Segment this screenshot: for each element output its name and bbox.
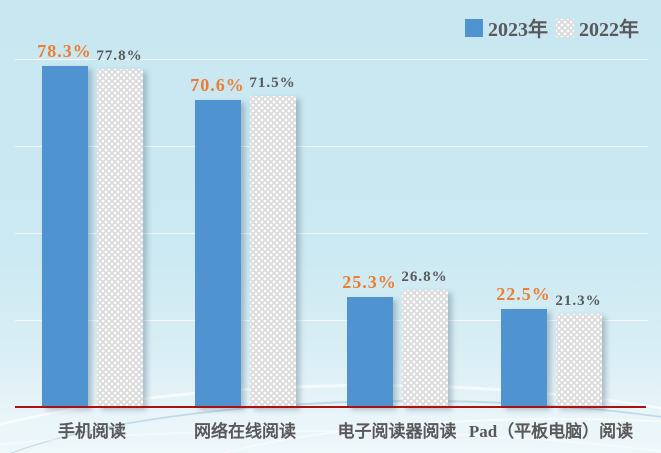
bar-2022年-Pad（平板电脑）阅读 bbox=[555, 314, 602, 407]
bar-2022年-手机阅读 bbox=[96, 69, 143, 407]
gridline-80 bbox=[15, 59, 648, 60]
bar-2022年-网络在线阅读 bbox=[249, 96, 296, 407]
bar-2022年-电子阅读器阅读 bbox=[401, 290, 448, 407]
value-label-2022年-网络在线阅读: 71.5% bbox=[249, 75, 296, 91]
legend-label-2022: 2022年 bbox=[579, 19, 639, 41]
bar-2023年-手机阅读 bbox=[41, 66, 88, 407]
value-label-2023年-网络在线阅读: 70.6% bbox=[190, 75, 245, 95]
category-label-Pad（平板电脑）阅读: Pad（平板电脑）阅读 bbox=[468, 422, 634, 441]
x-axis-line bbox=[15, 406, 646, 408]
legend-item-2023: 2023年 bbox=[465, 13, 548, 42]
bar-2023年-网络在线阅读 bbox=[194, 100, 241, 407]
legend-item-2022: 2022年 bbox=[556, 13, 639, 42]
category-label-网络在线阅读: 网络在线阅读 bbox=[194, 422, 296, 441]
category-label-手机阅读: 手机阅读 bbox=[58, 422, 126, 441]
value-label-2022年-手机阅读: 77.8% bbox=[96, 48, 143, 64]
bar-2023年-Pad（平板电脑）阅读 bbox=[500, 309, 547, 407]
bar-2023年-电子阅读器阅读 bbox=[346, 297, 393, 407]
gridline-20 bbox=[15, 320, 648, 321]
legend-swatch-2023-icon bbox=[465, 18, 483, 37]
value-label-2023年-手机阅读: 78.3% bbox=[37, 41, 92, 61]
legend: 2023年 2022年 bbox=[465, 13, 639, 42]
value-label-2023年-电子阅读器阅读: 25.3% bbox=[342, 272, 397, 292]
legend-swatch-2022-icon bbox=[556, 18, 574, 37]
value-label-2022年-电子阅读器阅读: 26.8% bbox=[401, 269, 448, 285]
category-label-电子阅读器阅读: 电子阅读器阅读 bbox=[337, 422, 457, 441]
gridline-60 bbox=[15, 146, 648, 147]
gridline-40 bbox=[15, 233, 648, 234]
value-label-2023年-Pad（平板电脑）阅读: 22.5% bbox=[496, 284, 551, 304]
value-label-2022年-Pad（平板电脑）阅读: 21.3% bbox=[555, 293, 602, 309]
legend-label-2023: 2023年 bbox=[488, 19, 548, 41]
